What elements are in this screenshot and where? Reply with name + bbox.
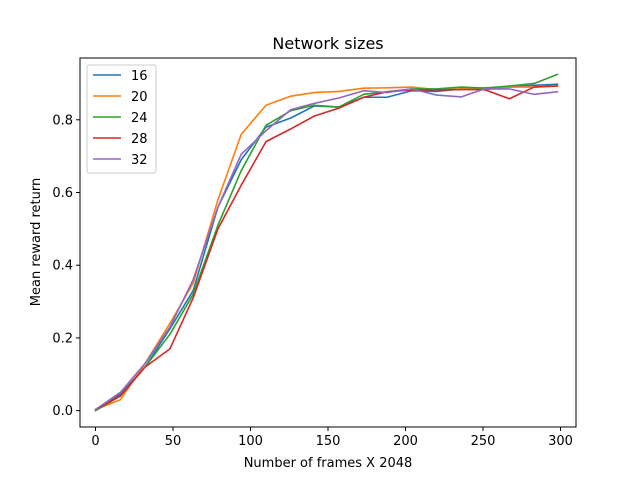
x-axis: 0 50 100 150 200 250 300 [91, 427, 573, 449]
x-tick-label: 300 [548, 434, 573, 449]
legend-label-20: 20 [131, 90, 148, 105]
legend-label-24: 24 [131, 111, 148, 126]
y-tick-label: 0.4 [52, 259, 73, 274]
legend-box [86, 64, 157, 174]
y-tick-label: 0.8 [52, 113, 73, 128]
x-tick-label: 0 [91, 434, 99, 449]
legend-label-16: 16 [131, 69, 148, 84]
series-line-24 [94, 73, 559, 412]
x-tick-label: 50 [165, 434, 182, 449]
legend-label-28: 28 [131, 132, 148, 147]
y-axis-title: Mean reward return [29, 178, 44, 306]
plot-lines [94, 73, 559, 412]
x-tick-label: 150 [316, 434, 341, 449]
series-line-32 [94, 88, 559, 411]
x-tick-label: 100 [238, 434, 263, 449]
y-tick-label: 0.6 [52, 186, 73, 201]
chart-title: Network sizes [272, 34, 383, 53]
x-axis-title: Number of frames X 2048 [244, 456, 413, 471]
x-tick-label: 250 [471, 434, 496, 449]
legend: 16 20 24 28 32 [86, 64, 157, 174]
legend-label-32: 32 [131, 153, 148, 168]
y-axis: 0.0 0.2 0.4 0.6 0.8 [52, 113, 80, 419]
y-tick-label: 0.0 [52, 404, 73, 419]
y-tick-label: 0.2 [52, 331, 73, 346]
x-tick-label: 200 [393, 434, 418, 449]
